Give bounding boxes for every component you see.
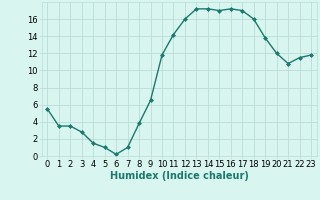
X-axis label: Humidex (Indice chaleur): Humidex (Indice chaleur) xyxy=(110,171,249,181)
